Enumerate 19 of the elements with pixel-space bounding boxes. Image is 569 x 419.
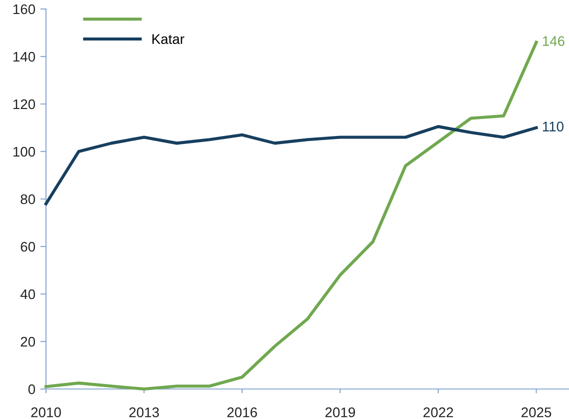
x-tick-label: 2010 bbox=[31, 407, 61, 418]
line-series bbox=[44, 125, 538, 206]
legend-label: Katar bbox=[152, 34, 184, 44]
y-tick-label: 0 bbox=[28, 384, 36, 394]
x-tick-label: 2019 bbox=[325, 407, 355, 418]
y-tick-label: 40 bbox=[20, 289, 36, 300]
data-label: 146 bbox=[542, 36, 564, 46]
y-tick-label: 100 bbox=[13, 146, 36, 157]
data-label: 110 bbox=[542, 122, 564, 132]
y-tick-label: 160 bbox=[13, 4, 36, 14]
x-tick-label: 2022 bbox=[424, 407, 454, 418]
y-tick-label: 80 bbox=[20, 194, 36, 204]
y-tick-label: 60 bbox=[20, 242, 36, 252]
x-tick-label: 2013 bbox=[129, 407, 159, 418]
x-tick-label: 2025 bbox=[522, 407, 552, 418]
y-tick-label: 20 bbox=[20, 336, 36, 347]
y-tick-label: 120 bbox=[13, 99, 36, 110]
x-tick-label: 2016 bbox=[227, 407, 257, 418]
y-tick-label: 140 bbox=[13, 52, 36, 62]
